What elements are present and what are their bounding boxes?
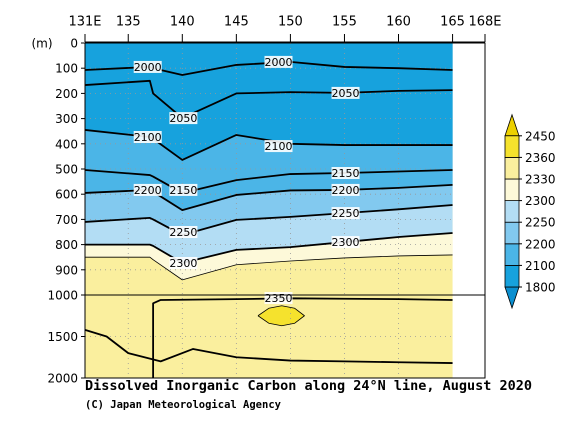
contour-label-bg: [169, 183, 198, 196]
contour-label: 2050: [169, 112, 197, 125]
contour-label: 2000: [265, 56, 293, 69]
contour-label-bg: [331, 183, 360, 196]
y-tick-label: 2000: [47, 372, 78, 386]
contour-fill: [257, 305, 305, 326]
contour-label: 2200: [134, 184, 162, 197]
y-tick-label: 400: [55, 137, 78, 151]
colorbar-label: 2200: [525, 237, 556, 251]
y-tick-label: 500: [55, 163, 78, 177]
contour-label-bg: [133, 60, 162, 73]
y-tick-label: 800: [55, 238, 78, 252]
contour-label-bg: [133, 130, 162, 143]
x-tick-label: 155: [332, 15, 357, 30]
y-tick-label: 0: [70, 37, 78, 51]
contour-label-bg: [331, 207, 360, 220]
x-tick-label: 145: [224, 15, 249, 30]
colorbar-label: 2330: [525, 173, 556, 187]
colorbar-under: [504, 286, 520, 310]
colorbar-label: 1800: [525, 281, 556, 295]
contour-line: [84, 169, 453, 194]
contour-label: 2150: [332, 167, 360, 180]
contour-line: [84, 204, 453, 236]
colorbar-label: 2100: [525, 259, 556, 273]
y-tick-label: 100: [55, 62, 78, 76]
contour-label: 2150: [169, 184, 197, 197]
contour-label-bg: [169, 112, 198, 125]
contour-label-bg: [169, 256, 198, 269]
contour-line: [84, 79, 453, 119]
contour-label-bg: [331, 236, 360, 249]
colorbar-label: 2360: [525, 151, 556, 165]
x-tick-label: 131E: [68, 15, 101, 30]
contour-label: 2350: [265, 292, 293, 305]
y-tick-label: 900: [55, 263, 78, 277]
contour-label: 2100: [134, 131, 162, 144]
contour-label: 2250: [332, 207, 360, 220]
y-tick-label: 300: [55, 112, 78, 126]
contour-label-bg: [331, 167, 360, 180]
x-tick-label: 150: [278, 15, 303, 30]
contour-fill: [85, 43, 453, 160]
colorbar-box: [504, 200, 520, 223]
contour-label: 2050: [332, 87, 360, 100]
chart-title: Dissolved Inorganic Carbon along 24°N li…: [85, 378, 532, 394]
credit: (C) Japan Meteorological Agency: [85, 399, 282, 411]
contour-line: [85, 254, 453, 281]
colorbar-box: [504, 135, 520, 158]
contour-line: [257, 305, 305, 327]
plot-area: 2000 2000 2050 2050 2100 2100 2150 2200 2150 2200…: [84, 42, 453, 379]
colorbar-label: 2450: [525, 129, 556, 143]
contour-label-bg: [264, 55, 293, 68]
x-tick-label: 135: [116, 15, 141, 30]
x-tick-label: 160: [386, 15, 411, 30]
frame: [84, 42, 486, 379]
y-tick-label: 600: [55, 188, 78, 202]
contour-label: 2300: [169, 257, 197, 270]
y-tick-label: 1000: [47, 289, 78, 303]
colorbar-box: [504, 178, 520, 202]
colorbar-label: 2300: [525, 194, 556, 208]
colorbar-box: [504, 221, 520, 245]
colorbar-box: [504, 156, 520, 180]
x-tick-label: 168E: [468, 15, 501, 30]
contour-label-bg: [264, 140, 293, 153]
x-tick-label: 165: [440, 15, 465, 30]
contour-label: 2200: [332, 184, 360, 197]
contour-line: [84, 328, 453, 364]
contour-label-bg: [133, 183, 162, 196]
y-tick-label: 700: [55, 213, 78, 227]
colorbar-label: 2250: [525, 216, 556, 230]
contour-label: 2100: [265, 140, 293, 153]
contour-label-bg: [169, 226, 198, 238]
colorbar-over: [504, 113, 520, 137]
contour-label: 2000: [134, 61, 162, 74]
y-axis-label: (m): [31, 37, 52, 51]
y-tick-label: 200: [55, 87, 78, 101]
contour-label: 2300: [332, 236, 360, 249]
contour-line: [152, 297, 453, 378]
contour-line: [85, 232, 453, 264]
contour-label-bg: [331, 86, 360, 99]
contour-label: 2250: [169, 226, 197, 239]
x-tick-label: 140: [170, 15, 195, 30]
y-tick-label: 1500: [47, 330, 78, 344]
colorbar-box: [504, 243, 520, 266]
colorbar-box: [504, 264, 520, 288]
